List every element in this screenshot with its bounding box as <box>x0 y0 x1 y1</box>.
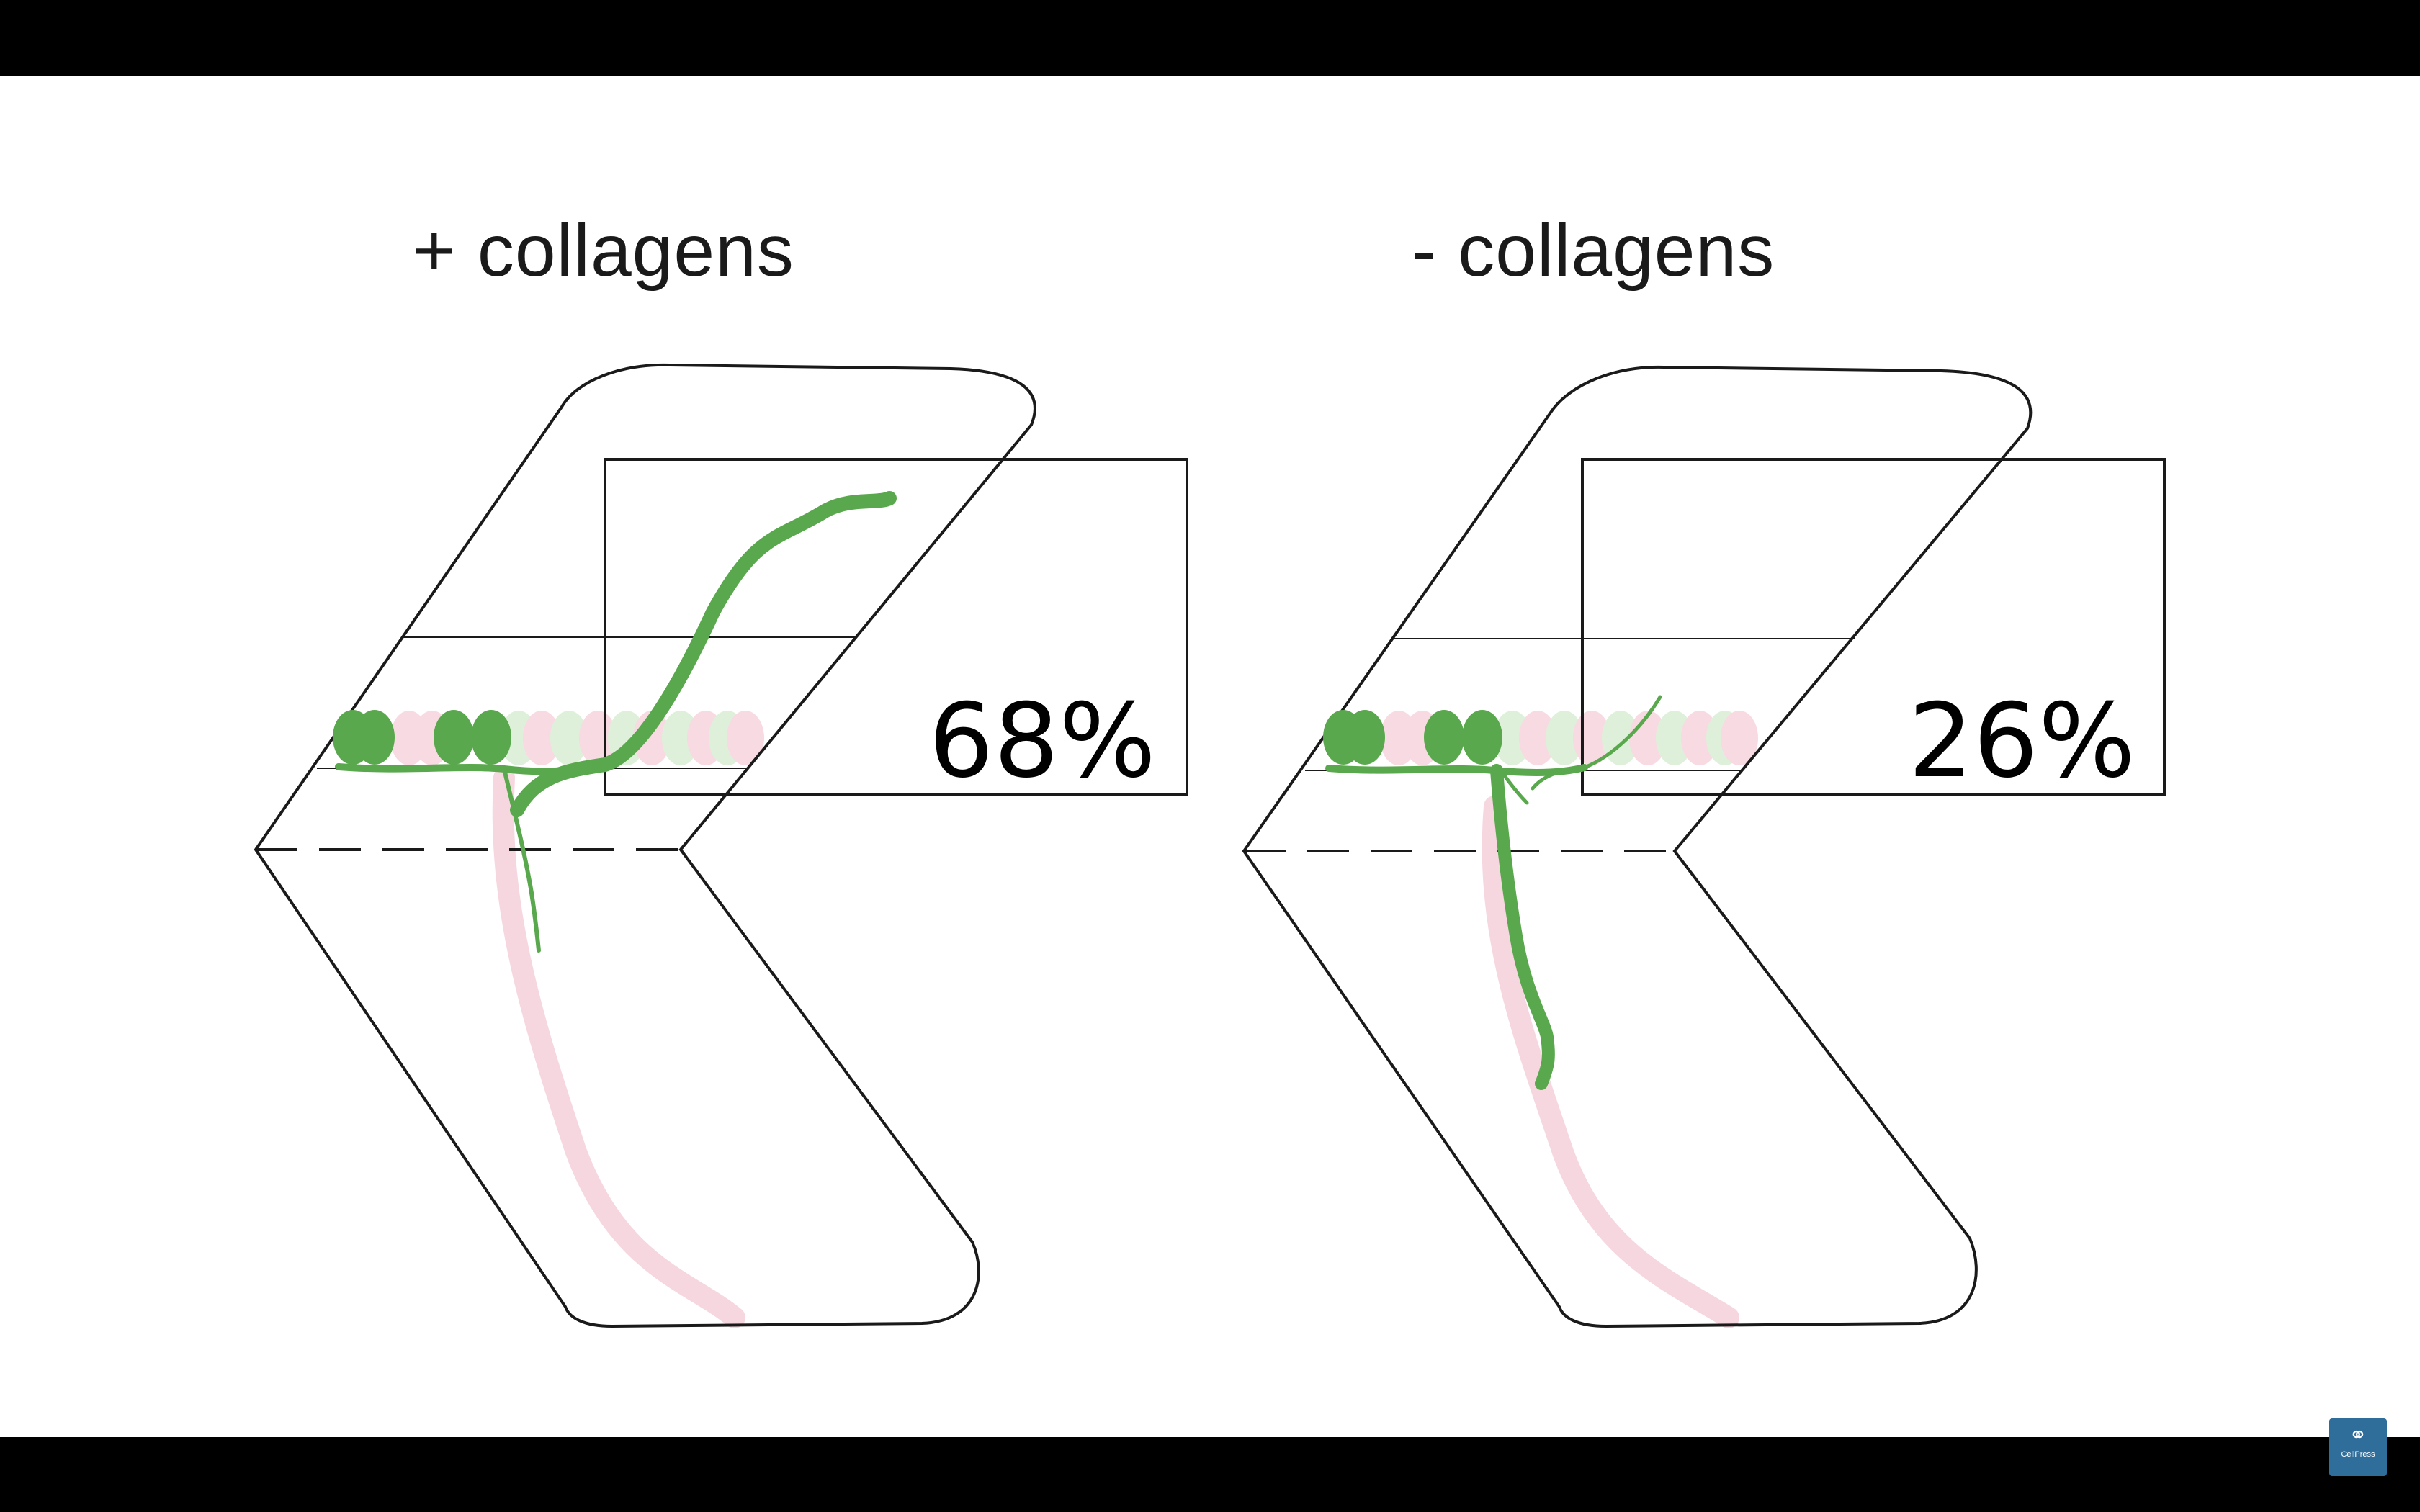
percent-label: 26% <box>1908 682 2136 801</box>
quantification-box <box>604 458 1188 796</box>
neuron-commissure <box>1325 764 1588 776</box>
neuron-axon-down <box>1490 764 1555 1090</box>
pink-axon-shadow <box>1482 796 1739 1328</box>
neuron-branch-up <box>1582 695 1662 770</box>
cellpress-logo-icon: ⚭ <box>2349 1423 2367 1447</box>
neuron-axon-up <box>510 491 897 817</box>
chevron-outline <box>254 363 1036 1328</box>
neuron-cell-bodies <box>333 710 511 765</box>
letterbox-bottom <box>0 1437 2420 1512</box>
panel-title-minus-collagens: - collagens <box>1412 210 1775 292</box>
neuron-cell-bodies <box>1323 710 1502 765</box>
letterbox-top <box>0 0 2420 76</box>
chevron-outline <box>1242 365 2033 1328</box>
panel-plus-collagens: 68% <box>254 363 1188 1328</box>
logo-text: CellPress <box>2341 1450 2375 1459</box>
neuron-axon-down <box>502 767 541 953</box>
percent-label: 68% <box>928 682 1156 801</box>
quantification-box <box>1581 458 2166 796</box>
panel-minus-collagens: 26% <box>1242 365 2166 1328</box>
cellpress-logo[interactable]: ⚭ CellPress <box>2329 1418 2387 1476</box>
pink-axon-shadow <box>492 767 745 1328</box>
neuron-branch-small <box>1500 768 1571 805</box>
panel-title-plus-collagens: + collagens <box>413 210 794 292</box>
